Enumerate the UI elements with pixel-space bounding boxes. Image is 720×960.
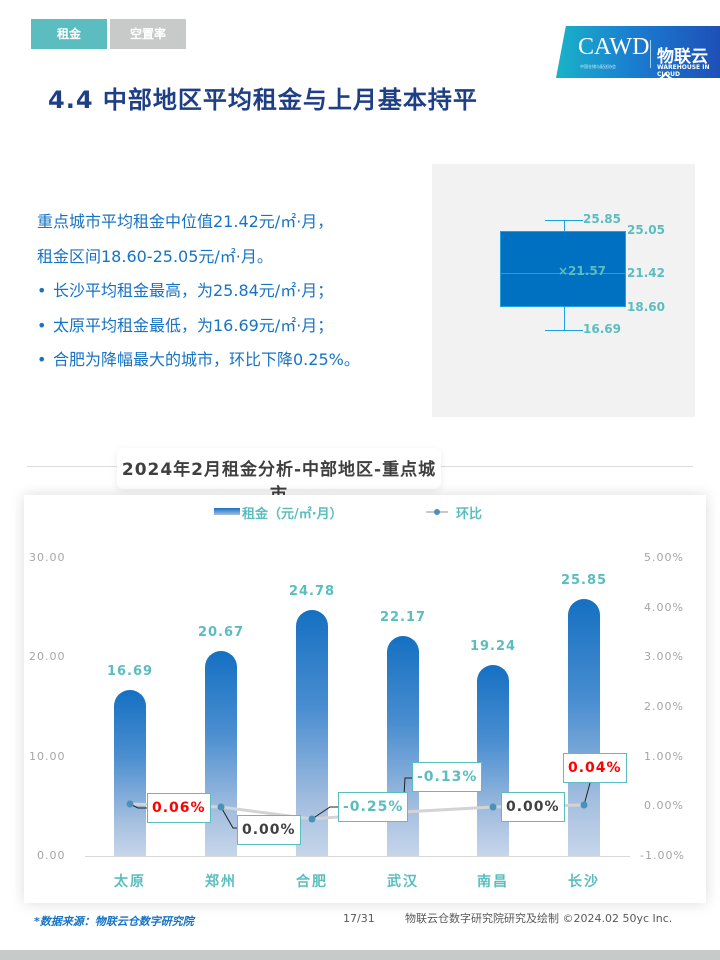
bullet-text: 太原平均租金最低，为16.69元/㎡·月； [53, 315, 334, 335]
bar-changsha [568, 599, 600, 856]
y-axis-right-tick: -1.00% [640, 849, 685, 862]
bar-hefei [296, 610, 328, 856]
mom-label-hefei: -0.25% [338, 792, 409, 822]
boxplot-lower-whisker [564, 307, 565, 330]
summary-bullet: • 太原平均租金最低，为16.69元/㎡·月； [37, 309, 360, 344]
y-axis-right-tick: 5.00% [644, 551, 684, 564]
brand-logo: CAWD 中国仓储与配送协会 物联云仓 WAREHOUSE IN CLOUD [556, 26, 720, 78]
bullet-text: 长沙平均租金最高，为25.84元/㎡·月； [53, 281, 334, 300]
summary-bullet: • 合肥为降幅最大的城市，环比下降0.25%。 [37, 343, 360, 378]
mom-label-zhengzhou: 0.00% [237, 815, 301, 845]
cawd-logo-subtitle: 中国仓储与配送协会 [580, 64, 616, 69]
boxplot-median-label: 21.42 [627, 266, 665, 280]
bar-value-label: 19.24 [469, 639, 517, 654]
boxplot-panel: 25.85 25.05 ×21.57 21.42 18.60 16.69 [432, 164, 695, 417]
y-axis-left-tick: 30.00 [29, 551, 66, 564]
bullet-icon: • [37, 281, 47, 300]
x-axis-line [85, 856, 630, 857]
y-axis-left-tick: 0.00 [37, 849, 66, 862]
mom-label-changsha: 0.04% [563, 753, 627, 783]
section-title-container [117, 448, 441, 489]
data-source-note: *数据来源：物联云仓数字研究院 [34, 915, 194, 928]
bullet-text: 合肥为降幅最大的城市，环比下降0.25%。 [53, 350, 360, 369]
legend-bar-label: 租金（元/㎡·月） [242, 507, 343, 522]
boxplot-q1-label: 18.60 [627, 300, 665, 314]
logo-divider [650, 40, 651, 68]
boxplot-box [500, 231, 626, 307]
boxplot-upper-whisker [564, 220, 565, 231]
bar-value-label: 22.17 [379, 610, 427, 625]
legend-line-label: 环比 [456, 507, 483, 522]
bullet-icon: • [37, 350, 47, 369]
legend-bar-swatch [214, 508, 240, 515]
summary-line: 重点城市平均租金中位值21.42元/㎡·月， [37, 212, 334, 231]
boxplot-mean-label: ×21.57 [558, 264, 607, 278]
section-divider-right [441, 466, 693, 467]
x-axis-category: 长沙 [568, 874, 600, 890]
bar-taiyuan [114, 690, 146, 856]
bottom-band [0, 950, 720, 960]
x-axis-category: 南昌 [477, 874, 509, 890]
page-title: 4.4 中部地区平均租金与上月基本持平 [48, 86, 478, 114]
x-axis-category: 合肥 [296, 874, 328, 890]
warehouse-cloud-logo-text: 物联云仓 [657, 47, 708, 92]
boxplot-min-cap [545, 330, 583, 331]
bar-value-label: 20.67 [197, 625, 245, 640]
boxplot-min-label: 16.69 [583, 322, 621, 336]
boxplot-median-line [500, 273, 626, 274]
y-axis-right-tick: 1.00% [644, 750, 684, 763]
y-axis-left-tick: 10.00 [29, 750, 66, 763]
bullet-icon: • [37, 315, 47, 335]
bar-nanchang [477, 665, 509, 856]
warehouse-cloud-logo-subtitle: WAREHOUSE IN CLOUD [657, 64, 710, 78]
section-divider-left [27, 466, 117, 467]
mom-label-nanchang: 0.00% [501, 792, 565, 822]
x-axis-category: 太原 [114, 874, 146, 890]
y-axis-right-tick: 0.00% [644, 799, 684, 812]
y-axis-left-tick: 20.00 [29, 650, 66, 663]
boxplot-max-label: 25.85 [583, 212, 621, 226]
y-axis-right-tick: 3.00% [644, 650, 684, 663]
legend-line-marker-icon [434, 509, 440, 515]
boxplot-q3-label: 25.05 [627, 223, 665, 237]
bar-value-label: 16.69 [106, 664, 154, 679]
tab-vacancy-rate[interactable]: 空置率 [110, 19, 186, 49]
bar-value-label: 25.85 [560, 573, 608, 588]
summary-text: 重点城市平均租金中位值21.42元/㎡·月， 租金区间18.60-25.05元/… [37, 205, 360, 378]
mom-label-wuhan: -0.13% [412, 762, 483, 792]
bar-value-label: 24.78 [288, 584, 336, 599]
summary-line: 租金区间18.60-25.05元/㎡·月。 [37, 246, 273, 266]
x-axis-category: 郑州 [205, 874, 237, 890]
tab-rent[interactable]: 租金 [31, 19, 107, 49]
cawd-logo-text: CAWD [578, 34, 650, 60]
y-axis-right-tick: 4.00% [644, 601, 684, 614]
y-axis-right-tick: 2.00% [644, 700, 684, 713]
page-number: 17/31 [343, 912, 375, 925]
summary-bullet: • 长沙平均租金最高，为25.84元/㎡·月； [37, 274, 360, 309]
footer-credit: 物联云仓数字研究院研究及绘制 ©2024.02 50yc Inc. [405, 912, 673, 925]
mom-label-taiyuan: 0.06% [147, 793, 211, 823]
x-axis-category: 武汉 [387, 874, 419, 890]
